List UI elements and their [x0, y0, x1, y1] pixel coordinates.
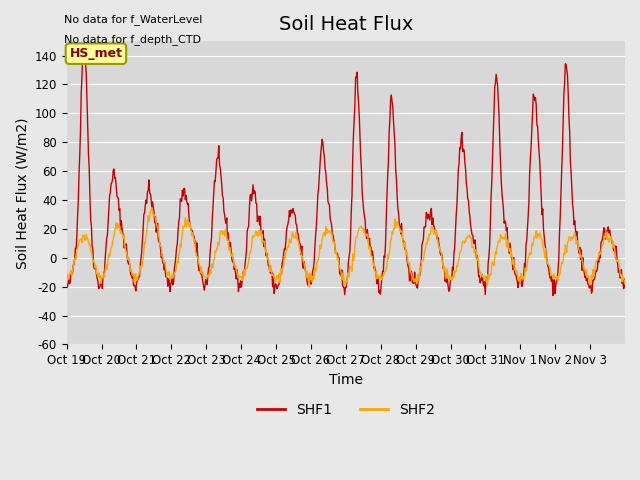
SHF1: [621, 276, 629, 282]
Text: No data for f_depth_CTD: No data for f_depth_CTD: [64, 34, 201, 45]
SHF1: [280, 246, 288, 252]
SHF2: [305, 284, 313, 289]
SHF2: [436, 248, 444, 254]
SHF1: [63, 282, 70, 288]
Text: HS_met: HS_met: [70, 47, 122, 60]
SHF2: [129, 272, 136, 278]
SHF1: [232, 270, 239, 276]
SHF2: [232, 263, 239, 268]
SHF2: [148, 204, 156, 210]
SHF1: [129, 274, 137, 279]
SHF2: [63, 278, 70, 284]
SHF2: [280, 253, 288, 259]
SHF2: [621, 281, 629, 287]
Line: SHF1: SHF1: [67, 48, 625, 296]
SHF1: [259, 228, 267, 234]
Y-axis label: Soil Heat Flux (W/m2): Soil Heat Flux (W/m2): [15, 117, 29, 268]
SHF1: [404, 264, 412, 269]
SHF1: [549, 293, 557, 299]
Text: No data for f_WaterLevel: No data for f_WaterLevel: [64, 14, 202, 25]
SHF2: [259, 238, 267, 244]
SHF1: [436, 243, 444, 249]
Title: Soil Heat Flux: Soil Heat Flux: [278, 15, 413, 34]
SHF1: [80, 46, 88, 51]
Legend: SHF1, SHF2: SHF1, SHF2: [252, 397, 440, 422]
Line: SHF2: SHF2: [67, 207, 625, 287]
X-axis label: Time: Time: [329, 373, 363, 387]
SHF2: [405, 260, 413, 266]
